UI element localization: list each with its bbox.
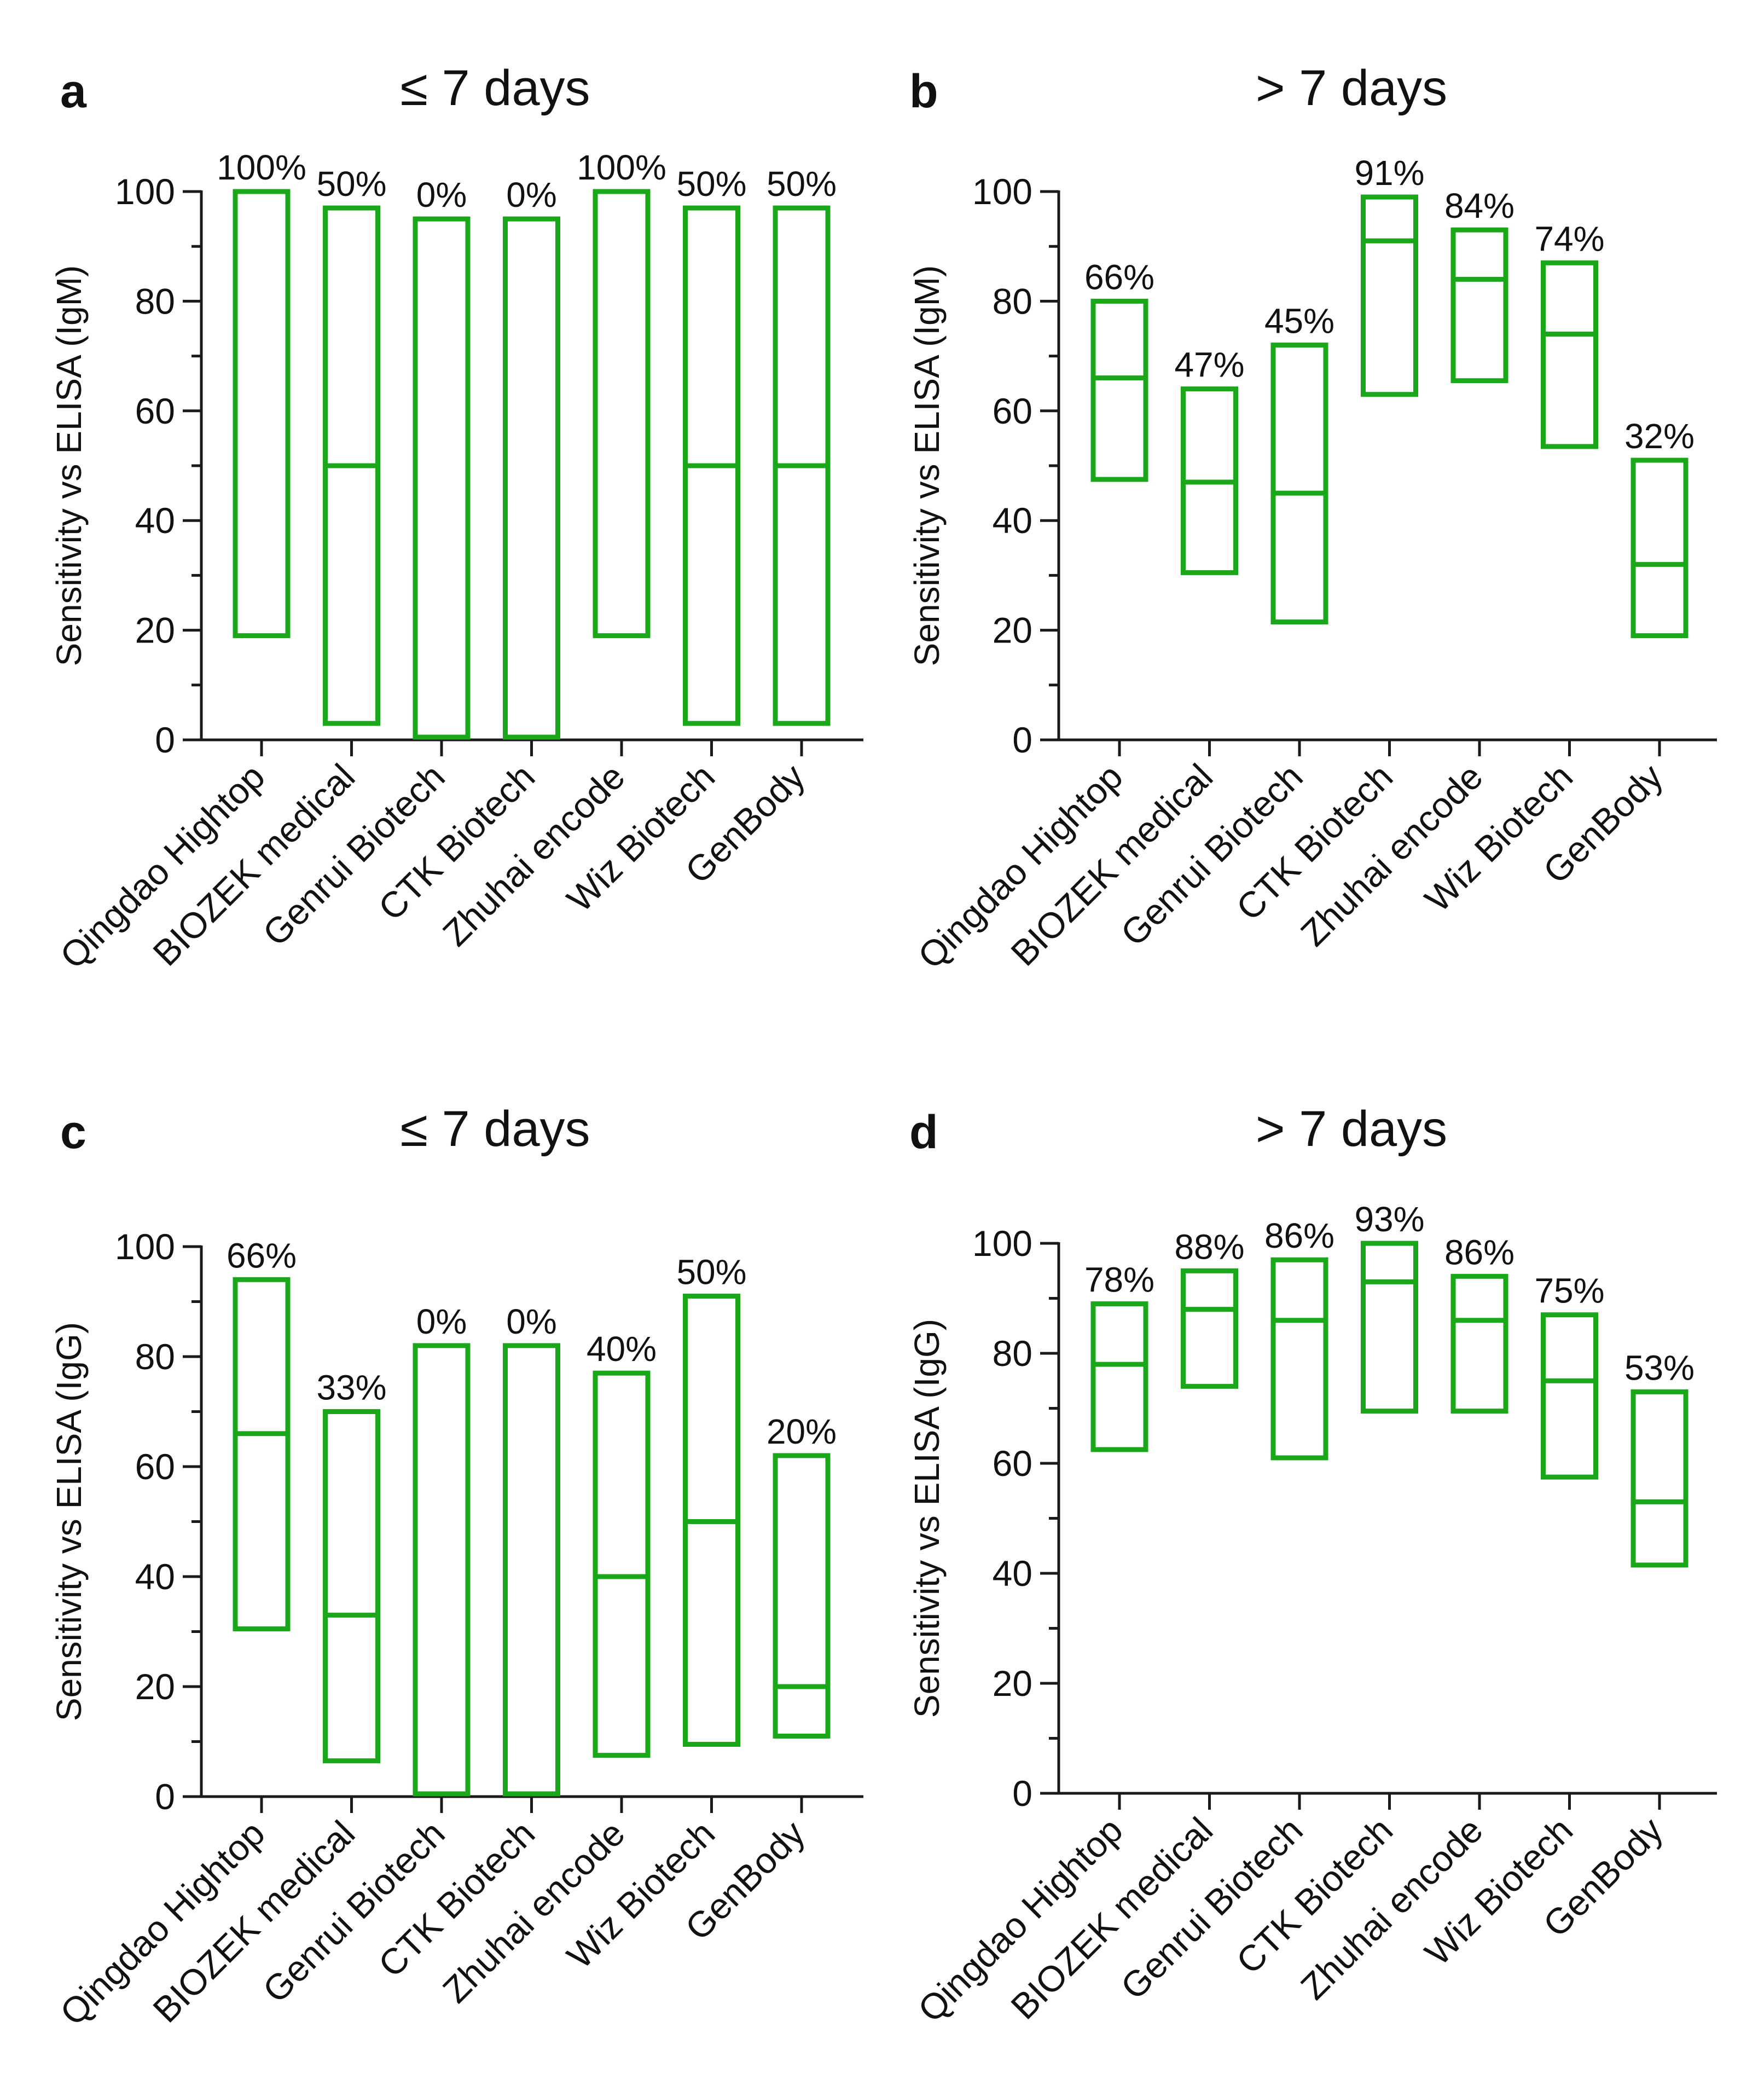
- y-axis-title: Sensitivity vs ELISA (IgM): [907, 265, 947, 667]
- x-category-label: CTK Biotech: [370, 756, 542, 928]
- panel-letter: d: [909, 1106, 938, 1159]
- y-axis-title: Sensitivity vs ELISA (IgG): [49, 1322, 89, 1721]
- y-tick-label: 80: [135, 1336, 175, 1377]
- data-label: 47%: [1174, 345, 1244, 385]
- data-label: 66%: [1084, 257, 1154, 297]
- chart-panel-b: b > 7 days Sensitivity vs ELISA (IgM) 0 20 40…: [907, 60, 1717, 976]
- data-label: 66%: [227, 1236, 297, 1275]
- chart-panel-c: c ≤ 7 days Sensitivity vs ELISA (IgG) 0 20 40…: [49, 1101, 863, 2033]
- data-label: 0%: [416, 1302, 467, 1341]
- ci-box: [503, 1343, 560, 1797]
- y-tick-label: 80: [135, 281, 175, 321]
- y-tick-label: 60: [135, 1446, 175, 1487]
- y-tick-label: 80: [993, 281, 1032, 321]
- panel-letter: c: [60, 1106, 86, 1159]
- y-tick-label: 100: [115, 1226, 175, 1267]
- y-tick-label: 100: [972, 171, 1032, 212]
- ci-box: [1541, 1312, 1598, 1480]
- data-label: 50%: [316, 164, 386, 204]
- data-label: 0%: [506, 175, 557, 215]
- panel-letter: a: [60, 65, 87, 118]
- data-label: 40%: [587, 1329, 657, 1369]
- ci-box: [1361, 1241, 1418, 1414]
- data-label: 100%: [577, 148, 666, 187]
- y-axis-title: Sensitivity vs ELISA (IgG): [907, 1319, 947, 1718]
- chart-title: > 7 days: [1256, 60, 1447, 116]
- ci-box: [233, 189, 291, 639]
- y-tick-label: 0: [155, 1776, 175, 1817]
- y-tick-label: 40: [135, 1556, 175, 1597]
- x-category-label: CTK Biotech: [1228, 756, 1400, 928]
- ci-box: [1630, 457, 1688, 639]
- data-label: 20%: [767, 1412, 837, 1451]
- data-label: 50%: [767, 164, 837, 204]
- data-label: 33%: [316, 1368, 386, 1407]
- y-tick-label: 0: [1012, 720, 1032, 760]
- y-tick-label: 20: [993, 1663, 1032, 1704]
- data-label: 93%: [1354, 1200, 1424, 1239]
- ci-box: [593, 189, 651, 639]
- ci-box: [503, 216, 560, 740]
- chart-title: ≤ 7 days: [400, 1101, 590, 1157]
- ci-box: [323, 1409, 380, 1764]
- y-tick-label: 100: [115, 171, 175, 212]
- data-label: 32%: [1624, 416, 1695, 456]
- y-tick-label: 40: [993, 1553, 1032, 1594]
- chart-title: > 7 days: [1256, 1101, 1447, 1157]
- ci-box: [593, 1370, 651, 1758]
- ci-box: [1541, 260, 1598, 449]
- ci-box: [1630, 1389, 1688, 1568]
- y-tick-label: 0: [155, 720, 175, 760]
- data-label: 50%: [676, 164, 746, 204]
- data-label: 88%: [1174, 1227, 1244, 1266]
- y-tick-label: 20: [135, 1666, 175, 1707]
- y-tick-label: 100: [972, 1223, 1032, 1264]
- x-category-label: CTK Biotech: [370, 1813, 542, 1985]
- ci-box: [413, 216, 471, 740]
- ci-box: [1270, 1257, 1328, 1461]
- data-label: 86%: [1264, 1216, 1334, 1255]
- ci-box: [1270, 343, 1328, 625]
- data-label: 50%: [676, 1252, 746, 1291]
- data-label: 53%: [1624, 1348, 1695, 1387]
- data-label: 0%: [416, 175, 467, 215]
- y-tick-label: 20: [135, 610, 175, 651]
- ci-box: [773, 1453, 831, 1739]
- panel-letter: b: [909, 65, 938, 118]
- y-tick-label: 80: [993, 1333, 1032, 1374]
- data-label: 91%: [1354, 153, 1424, 193]
- chart-panel-d: d > 7 days Sensitivity vs ELISA (IgG) 0 20 40…: [907, 1101, 1717, 2030]
- ci-box: [233, 1277, 291, 1631]
- y-tick-label: 40: [993, 500, 1032, 541]
- ci-box: [1090, 298, 1148, 482]
- data-label: 84%: [1444, 186, 1515, 225]
- ci-box: [1450, 1273, 1508, 1414]
- data-label: 86%: [1444, 1232, 1515, 1272]
- chart-panel-a: a ≤ 7 days Sensitivity vs ELISA (IgM) 0 20 40…: [49, 60, 863, 976]
- y-tick-label: 60: [993, 1443, 1032, 1484]
- data-label: 100%: [217, 148, 306, 187]
- data-label: 75%: [1534, 1271, 1604, 1311]
- y-tick-label: 20: [993, 610, 1032, 651]
- ci-box: [1181, 1268, 1238, 1389]
- ci-box: [1450, 227, 1508, 384]
- ci-box: [413, 1343, 471, 1797]
- y-tick-label: 60: [993, 391, 1032, 431]
- data-label: 74%: [1534, 219, 1604, 258]
- data-label: 78%: [1084, 1260, 1154, 1300]
- ci-box: [1361, 194, 1418, 397]
- data-label: 45%: [1264, 302, 1334, 341]
- chart-title: ≤ 7 days: [400, 60, 590, 116]
- ci-box: [1090, 1301, 1148, 1452]
- data-label: 0%: [506, 1302, 557, 1341]
- y-tick-label: 0: [1012, 1773, 1032, 1814]
- y-tick-label: 40: [135, 500, 175, 541]
- x-category-label: CTK Biotech: [1228, 1810, 1400, 1982]
- y-axis-title: Sensitivity vs ELISA (IgM): [49, 265, 89, 667]
- y-tick-label: 60: [135, 391, 175, 431]
